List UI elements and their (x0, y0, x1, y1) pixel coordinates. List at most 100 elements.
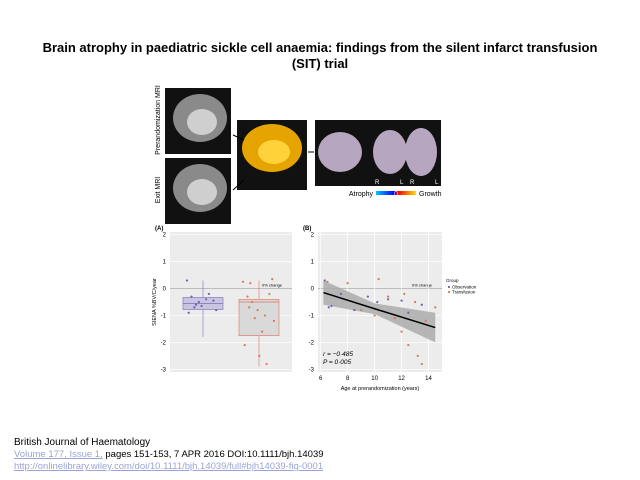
fit-line (323, 291, 436, 329)
point (190, 295, 193, 298)
point (268, 292, 271, 296)
x-tick-label: 12 (398, 376, 405, 382)
point (346, 282, 349, 285)
point (241, 280, 245, 283)
mri-label: Exit MRI (155, 177, 162, 204)
view-label: R (410, 180, 415, 186)
point (323, 279, 326, 282)
view-label: R (375, 180, 380, 186)
point (263, 314, 266, 317)
legend-title: Group (446, 278, 459, 283)
x-axis-label: Age at prerandomization (years) (341, 386, 420, 392)
point (400, 299, 403, 302)
point (200, 304, 203, 308)
confidence-band (323, 280, 436, 343)
y-tick-label: -2 (309, 340, 315, 346)
url-line: http://onlinelibrary.wiley.com/doi/10.11… (14, 461, 323, 472)
point (373, 314, 376, 317)
view-label: L (400, 180, 404, 186)
point (366, 295, 369, 298)
mri-label: Prerandomization MRI (155, 85, 162, 155)
legend-label: Transfusion (452, 290, 476, 295)
point (197, 300, 200, 304)
url-link[interactable]: http://onlinelibrary.wiley.com/doi/10.11… (14, 461, 324, 472)
x-tick-label: 10 (371, 376, 378, 382)
point (193, 306, 196, 309)
point (261, 330, 264, 333)
point (377, 278, 380, 281)
x-tick-label: 8 (346, 376, 350, 382)
x-tick-label: 6 (319, 376, 323, 382)
point (265, 362, 268, 366)
point (386, 295, 390, 298)
point (326, 280, 329, 283)
details: pages 151-153, 7 APR 2016 DOI:10.1111/bj… (102, 449, 324, 460)
y-tick-label: 0 (163, 287, 167, 293)
point (434, 306, 437, 309)
citation: Volume 177, Issue 1, pages 151-153, 7 AP… (14, 449, 324, 460)
point (407, 343, 410, 347)
point (420, 362, 423, 366)
stat-label: P = 0·005 (323, 359, 352, 366)
point (256, 308, 259, 312)
y-tick-label: -1 (161, 313, 167, 319)
y-tick-label: 0 (311, 287, 315, 293)
point (353, 308, 356, 312)
box (238, 299, 280, 336)
journal: British Journal of Haematology (14, 437, 151, 448)
mri-images (165, 88, 441, 224)
point (272, 319, 275, 322)
point (400, 330, 403, 333)
y-tick-label: 2 (163, 233, 167, 239)
colorbar (376, 191, 416, 195)
y-axis-label: SIENA %BV/C/year (152, 278, 158, 326)
y-tick-label: 1 (163, 260, 167, 266)
point (187, 311, 190, 314)
stat-label: r = −0·485 (323, 351, 353, 358)
point (194, 303, 198, 306)
volume-link[interactable]: Volume 177, Issue 1, (14, 449, 103, 460)
point (376, 300, 379, 304)
y-tick-label: 2 (311, 233, 315, 239)
y-tick-label: -2 (161, 340, 167, 346)
point (360, 308, 363, 312)
y-tick-label: -1 (309, 313, 315, 319)
point (330, 304, 333, 308)
point (386, 298, 390, 301)
colorbar-label: Atrophy (349, 191, 374, 198)
point (258, 354, 261, 357)
reference-label: 0% change (262, 283, 283, 288)
point (403, 292, 406, 296)
point (246, 295, 249, 298)
y-tick-label: 1 (311, 260, 315, 266)
point (424, 319, 427, 322)
reference-label: 0% change (412, 283, 433, 288)
figure: Prerandomization MRI Exit MRI R L R L At… (152, 85, 477, 392)
point (250, 300, 254, 304)
panel-label: (A) (155, 226, 163, 232)
panel-label: (B) (303, 226, 311, 232)
point (420, 303, 423, 306)
legend-marker (447, 290, 451, 294)
y-tick-label: -3 (309, 367, 315, 373)
colorbar-label: Growth (419, 191, 442, 198)
point (205, 298, 208, 301)
title: Brain atrophy in paediatric sickle cell … (42, 40, 598, 71)
point (215, 308, 218, 312)
point (413, 300, 417, 304)
point (271, 278, 274, 281)
point (248, 306, 251, 309)
point (212, 299, 215, 302)
point (339, 292, 343, 296)
point (416, 354, 419, 357)
point (249, 282, 252, 285)
point (207, 292, 210, 296)
point (407, 311, 410, 314)
point (243, 343, 246, 347)
point (393, 317, 396, 320)
colorbar-label: 0 (394, 191, 398, 198)
point (327, 306, 330, 309)
point (253, 317, 256, 320)
x-tick-label: 14 (425, 376, 432, 382)
